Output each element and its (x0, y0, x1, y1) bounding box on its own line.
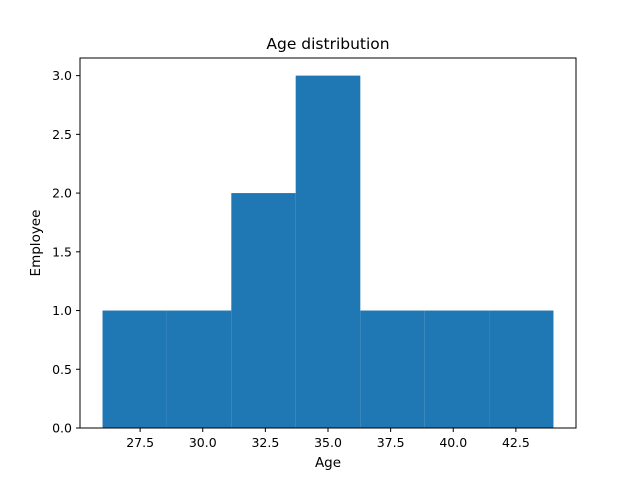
x-tick-label: 37.5 (377, 435, 405, 450)
y-tick-label: 0.0 (52, 421, 72, 436)
x-tick-label: 30.0 (189, 435, 217, 450)
x-tick-label: 35.0 (314, 435, 342, 450)
x-tick-label: 27.5 (126, 435, 154, 450)
histogram-bar-3 (231, 193, 296, 428)
x-axis-title: Age (315, 455, 341, 471)
y-axis: 0.0 0.5 1.0 1.5 2.0 2.5 3.0 (52, 68, 80, 436)
bars-group (102, 75, 554, 428)
histogram-bar-4 (295, 75, 361, 428)
y-tick-label: 2.0 (52, 186, 72, 201)
y-tick-label: 1.5 (52, 244, 72, 259)
chart-title: Age distribution (266, 35, 389, 53)
y-tick-label: 3.0 (52, 68, 72, 83)
histogram-bar-5 (360, 310, 425, 428)
y-tick-label: 0.5 (52, 362, 72, 377)
x-tick-label: 42.5 (502, 435, 530, 450)
histogram-bar-7 (489, 310, 554, 428)
y-axis-title: Employee (28, 210, 44, 277)
y-tick-label: 1.0 (52, 303, 72, 318)
x-axis: 27.5 30.0 32.5 35.0 37.5 40.0 42.5 (126, 428, 530, 450)
histogram-bar-6 (424, 310, 490, 428)
x-tick-label: 40.0 (439, 435, 467, 450)
histogram-bar-1 (102, 310, 167, 428)
x-tick-label: 32.5 (251, 435, 279, 450)
histogram-bar-2 (166, 310, 232, 428)
y-tick-label: 2.5 (52, 127, 72, 142)
